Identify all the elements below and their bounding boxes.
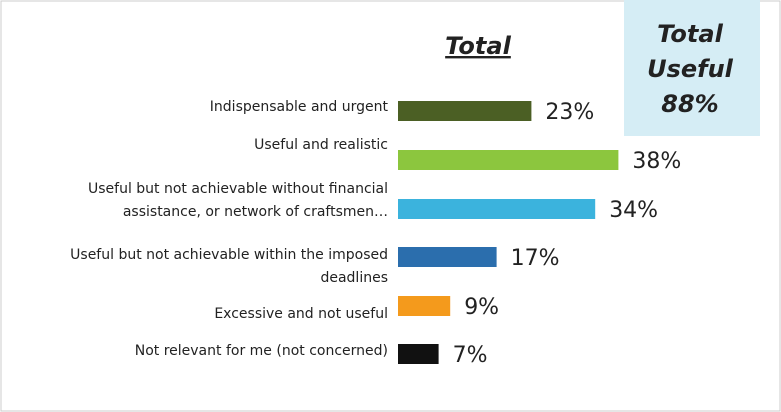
annotation-text: Total: [657, 20, 723, 48]
bar: [398, 296, 451, 316]
category-label: Excessive and not useful: [214, 306, 388, 322]
bar: [398, 344, 439, 364]
value-label: 34%: [609, 198, 658, 223]
bar: [398, 247, 497, 267]
bar: [398, 199, 596, 219]
value-label: 38%: [632, 149, 681, 174]
value-label: 17%: [511, 246, 560, 271]
category-label: Useful but not achievable within the imp…: [70, 247, 388, 286]
category-label: Not relevant for me (not concerned): [134, 343, 388, 359]
value-label: 7%: [453, 343, 488, 368]
category-label: Useful but not achievable without financ…: [87, 181, 388, 220]
category-label: Useful and realistic: [254, 137, 388, 153]
category-label: Indispensable and urgent: [209, 99, 388, 115]
bar: [398, 150, 619, 170]
value-label: 23%: [545, 100, 594, 125]
annotation-text: Useful: [647, 55, 734, 83]
annotation-text: 88%: [661, 90, 718, 118]
bar: [398, 101, 532, 121]
annotation-box: [624, 0, 760, 136]
value-label: 9%: [464, 295, 499, 320]
chart-title: Total: [445, 32, 511, 60]
